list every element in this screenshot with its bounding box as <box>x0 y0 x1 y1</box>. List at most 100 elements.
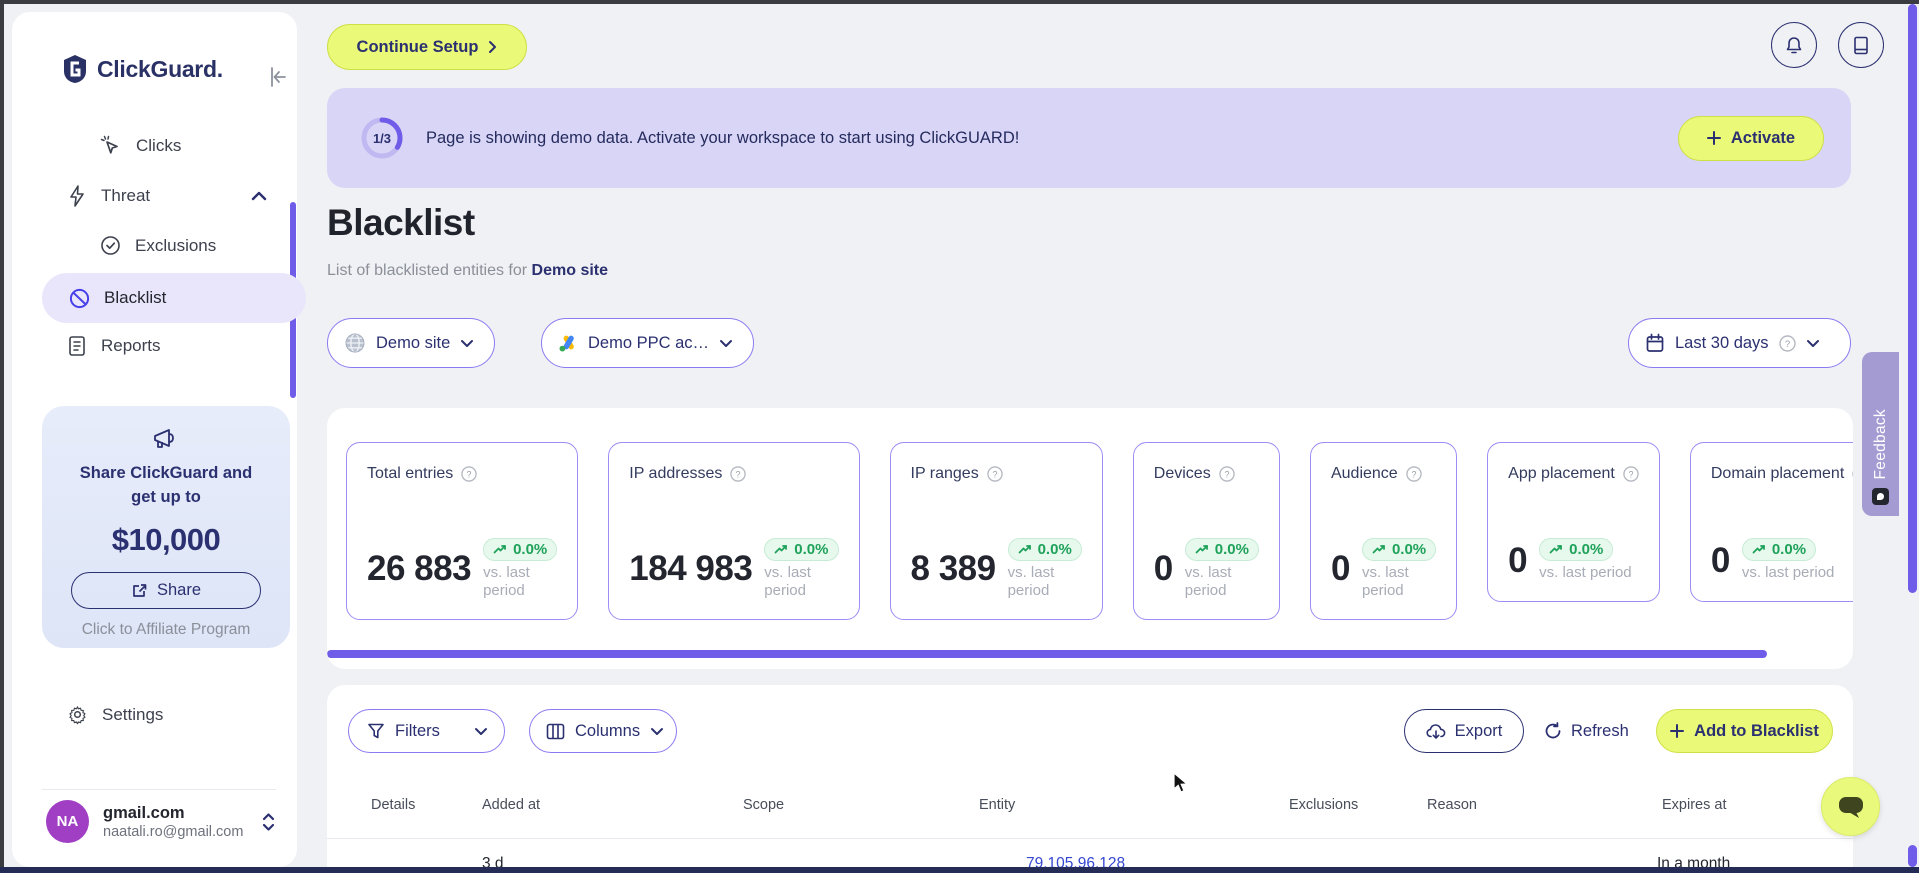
date-range-selector[interactable]: Last 30 days ? <box>1628 318 1851 368</box>
column-header-details[interactable]: Details <box>371 797 416 813</box>
sidebar-item-blacklist[interactable]: Blacklist <box>42 273 306 323</box>
feedback-label: Feedback <box>1871 408 1889 479</box>
google-ads-icon <box>559 335 574 351</box>
stat-vs-label: vs. last period <box>1184 563 1232 600</box>
column-header-scope[interactable]: Scope <box>743 797 785 813</box>
svg-text:?: ? <box>736 469 741 479</box>
sidebar-item-clicks[interactable]: Clicks <box>100 135 181 157</box>
column-header-exclusions[interactable]: Exclusions <box>1289 797 1359 813</box>
trend-up-icon <box>1752 545 1765 554</box>
progress-step: 1/3 <box>372 130 392 146</box>
cloud-download-icon <box>1426 723 1446 739</box>
stat-delta-badge: 0.0% <box>1741 538 1817 562</box>
account-info: gmail.com naatali.ro@gmail.com <box>103 804 261 840</box>
stat-card-devices: Devices ? 0 0.0% vs. last period <box>1132 442 1280 620</box>
account-email: naatali.ro@gmail.com <box>103 823 244 840</box>
sidebar-item-label: Reports <box>101 336 161 355</box>
filters-dropdown[interactable]: Filters <box>348 709 505 753</box>
blacklist-ban-icon <box>69 288 90 308</box>
stats-panel: Total entries ? 26 883 0.0% vs. last per… <box>327 408 1853 669</box>
stats-horizontal-scrollbar[interactable] <box>327 650 1767 658</box>
stat-card-ip-ranges: IP ranges ? 8 389 0.0% vs. last period <box>889 442 1103 620</box>
help-circle-icon[interactable]: ? <box>461 466 477 482</box>
feedback-logo-icon <box>1872 488 1889 505</box>
export-button[interactable]: Export <box>1404 709 1524 753</box>
megaphone-icon <box>154 429 174 448</box>
scrollbar-segment[interactable] <box>1908 845 1917 867</box>
report-doc-icon <box>69 336 85 356</box>
chat-bubble-icon <box>1838 796 1863 818</box>
help-circle-icon[interactable]: ? <box>1623 466 1639 482</box>
svg-text:?: ? <box>1224 469 1229 479</box>
refresh-icon <box>1545 722 1561 739</box>
brand: ClickGuard. <box>62 54 223 84</box>
svg-text:?: ? <box>1411 469 1416 479</box>
stat-label: App placement <box>1508 465 1615 482</box>
clickguard-logo-icon <box>64 55 86 83</box>
account-name: gmail.com <box>103 803 185 822</box>
chevron-down-icon <box>651 727 664 735</box>
help-circle-icon[interactable]: ? <box>1852 466 1853 482</box>
sidebar-item-reports[interactable]: Reports <box>67 335 161 357</box>
sidebar: ClickGuard. Clicks Threat <box>12 12 306 867</box>
stat-value: 0 <box>1508 540 1528 580</box>
activate-button[interactable]: Activate <box>1678 115 1824 161</box>
svg-text:?: ? <box>992 469 997 479</box>
account-switcher[interactable]: NA gmail.com naatali.ro@gmail.com <box>46 800 276 843</box>
chat-widget-button[interactable] <box>1821 777 1880 836</box>
promo-caption: Click to Affiliate Program <box>81 620 251 638</box>
continue-setup-button[interactable]: Continue Setup <box>327 24 527 70</box>
stat-vs-label: vs. last period <box>1741 564 1835 582</box>
feedback-tab[interactable]: Feedback <box>1862 352 1899 516</box>
chevron-down-icon <box>461 339 474 347</box>
stat-label: IP ranges <box>910 465 979 482</box>
affiliate-promo-card[interactable]: Share ClickGuard and get up to $10,000 S… <box>42 406 290 648</box>
stat-value: 0 <box>1330 549 1350 589</box>
help-circle-icon[interactable]: ? <box>1218 466 1235 482</box>
column-header-added-at[interactable]: Added at <box>482 797 541 813</box>
sidebar-item-settings[interactable]: Settings <box>67 704 163 725</box>
sidebar-item-threat[interactable]: Threat <box>67 185 267 207</box>
main-vertical-scrollbar[interactable] <box>1908 4 1917 593</box>
external-link-icon <box>133 583 147 597</box>
globe-icon <box>345 333 365 353</box>
refresh-button[interactable]: Refresh <box>1544 709 1629 753</box>
share-button[interactable]: Share <box>71 571 261 609</box>
collapse-sidebar-icon[interactable] <box>265 64 291 90</box>
column-header-expires-at[interactable]: Expires at <box>1662 797 1727 813</box>
docs-button[interactable] <box>1838 22 1884 68</box>
help-circle-icon[interactable]: ? <box>986 466 1003 482</box>
help-circle-icon[interactable]: ? <box>1405 466 1422 482</box>
stat-card-ip-addresses: IP addresses ? 184 983 0.0% vs. last per… <box>608 442 860 620</box>
help-circle-icon[interactable]: ? <box>730 466 747 482</box>
threat-bolt-icon <box>70 185 84 207</box>
trend-up-icon <box>493 544 506 553</box>
add-to-blacklist-button[interactable]: Add to Blacklist <box>1656 709 1833 753</box>
sidebar-divider <box>42 789 276 790</box>
plus-icon <box>1706 131 1721 145</box>
column-header-entity[interactable]: Entity <box>979 797 1016 813</box>
clicks-cursor-icon <box>100 135 118 154</box>
stats-row: Total entries ? 26 883 0.0% vs. last per… <box>327 408 1853 620</box>
blacklist-table-panel: Filters Columns Export <box>327 685 1853 873</box>
demo-data-banner: 1/3 Page is showing demo data. Activate … <box>327 88 1851 188</box>
trend-up-icon <box>1372 544 1385 553</box>
chevron-down-icon <box>720 339 733 347</box>
table-header-divider <box>327 838 1853 839</box>
sidebar-item-exclusions[interactable]: Exclusions <box>100 235 216 256</box>
chevron-up-down-icon <box>262 812 275 831</box>
banner-message: Page is showing demo data. Activate your… <box>426 128 1020 147</box>
stat-label: Domain placement <box>1710 465 1845 482</box>
columns-dropdown[interactable]: Columns <box>529 709 677 753</box>
notifications-button[interactable] <box>1771 22 1817 68</box>
stat-vs-label: vs. last period <box>1007 563 1055 600</box>
site-selector[interactable]: Demo site <box>327 318 496 368</box>
stat-delta-badge: 0.0% <box>1184 537 1259 561</box>
ppc-account-selector[interactable]: Demo PPC ac… <box>541 318 755 368</box>
svg-text:?: ? <box>1784 339 1789 350</box>
stat-value: 0 <box>1710 540 1730 580</box>
column-header-reason[interactable]: Reason <box>1427 797 1477 813</box>
stat-value: 26 883 <box>367 549 472 589</box>
sidebar-item-label: Blacklist <box>104 288 167 307</box>
